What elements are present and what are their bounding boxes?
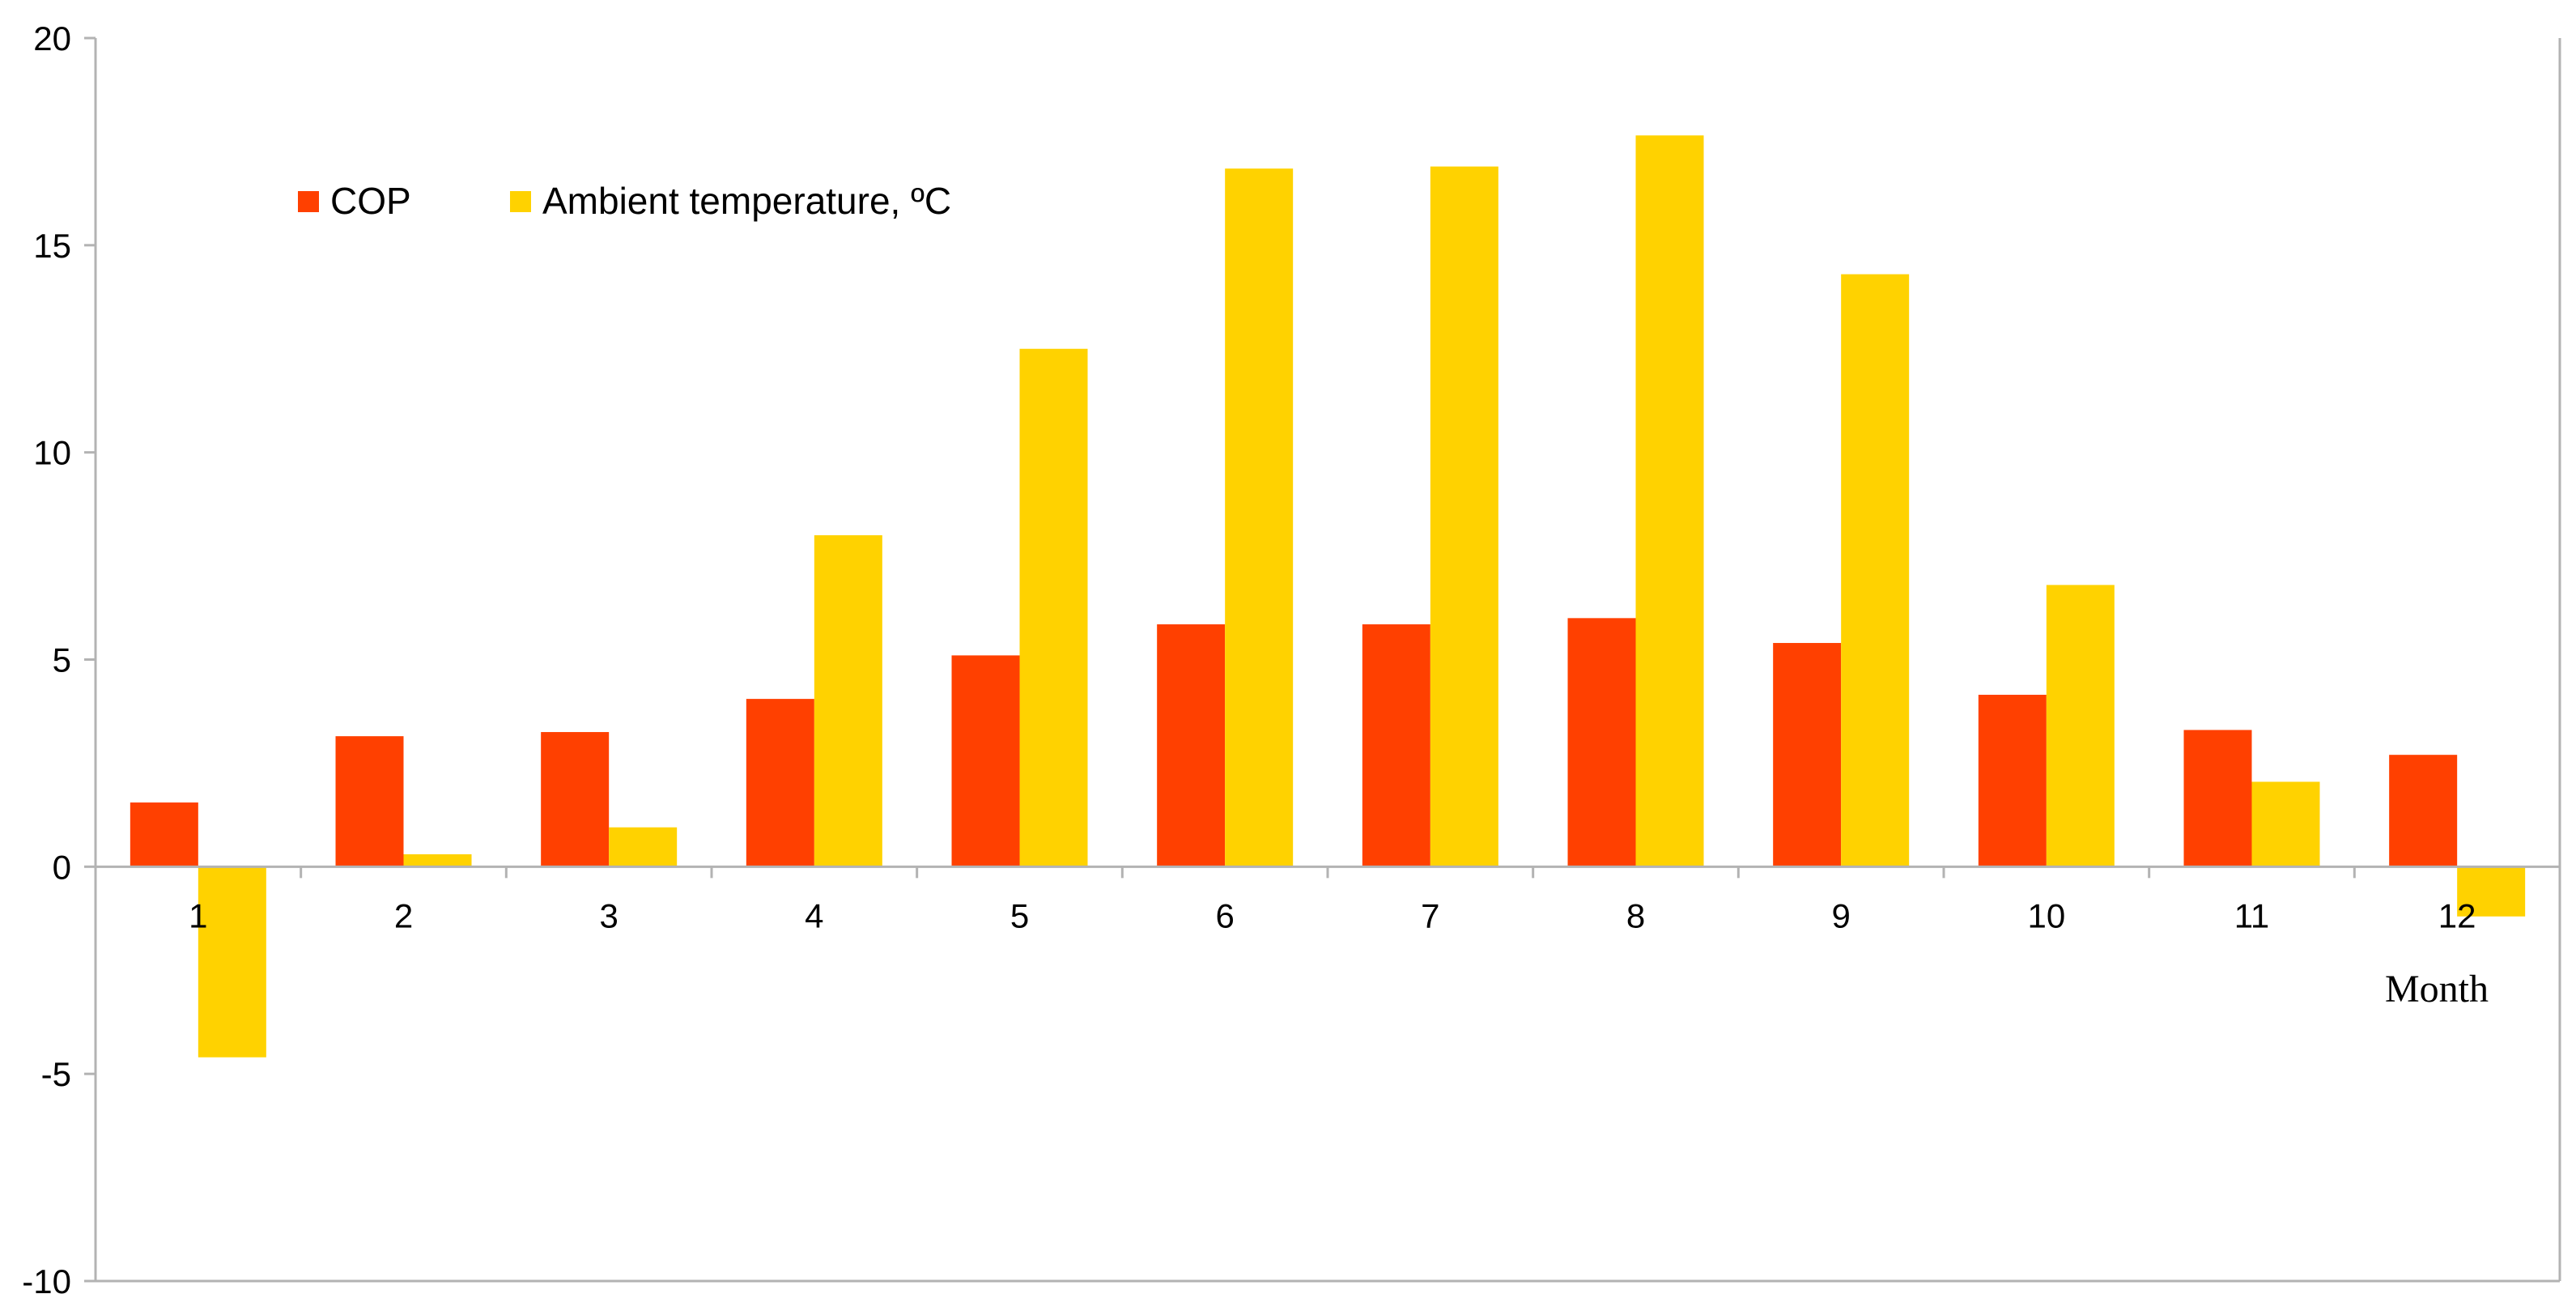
bar-cop-11 (2183, 730, 2252, 867)
y-tick-label: 0 (53, 848, 71, 886)
bar-cop-2 (335, 736, 404, 867)
x-tick-label: 7 (1421, 896, 1439, 934)
bar-cop-6 (1157, 624, 1226, 867)
legend-swatch (298, 191, 319, 212)
bar-ambient-temperature-8 (1635, 135, 1704, 867)
bar-ambient-temperature-10 (2046, 585, 2115, 867)
bar-cop-5 (951, 655, 1020, 867)
y-tick-label: -10 (22, 1262, 71, 1300)
x-axis-title: Month (2385, 968, 2489, 1011)
x-tick-label: 9 (1831, 896, 1850, 934)
x-tick-label: 3 (599, 896, 618, 934)
bar-ambient-temperature-2 (403, 853, 472, 867)
bar-cop-3 (541, 732, 610, 867)
y-tick-label: 15 (33, 227, 71, 265)
x-tick-label: 8 (1626, 896, 1645, 934)
x-tick-label: 12 (2438, 896, 2476, 934)
legend-label: Ambient temperature, ºC (542, 180, 951, 222)
legend-label: COP (330, 180, 411, 222)
y-axis: 20 15 10 5 0 -5 -10 (22, 19, 96, 1300)
bar-ambient-temperature-12 (2457, 866, 2526, 917)
x-tick-label: 11 (2234, 896, 2270, 934)
bar-ambient-temperature-1 (198, 866, 266, 1058)
bars (130, 135, 2526, 1058)
y-tick-label: 10 (33, 434, 71, 472)
bar-ambient-temperature-7 (1430, 166, 1498, 867)
bar-cop-8 (1567, 618, 1636, 867)
bar-cop-12 (2389, 755, 2458, 867)
bar-ambient-temperature-6 (1225, 168, 1294, 867)
x-tick-label: 10 (2027, 896, 2065, 934)
bar-ambient-temperature-3 (609, 827, 678, 867)
bar-ambient-temperature-9 (1841, 274, 1910, 867)
y-tick-label: 5 (53, 641, 71, 679)
y-tick-label: -5 (41, 1055, 71, 1093)
y-tick-label: 20 (33, 19, 71, 57)
plot-frame (94, 38, 2561, 1283)
x-tick-label: 2 (394, 896, 413, 934)
x-axis: 1 2 3 4 5 6 7 8 9 10 11 12 (94, 865, 2561, 934)
legend-swatch (510, 191, 531, 212)
x-tick-label: 4 (805, 896, 823, 934)
bar-cop-7 (1362, 624, 1430, 867)
bar-cop-9 (1773, 643, 1842, 867)
bar-cop-4 (746, 699, 814, 867)
bar-cop-1 (130, 802, 198, 867)
bar-ambient-temperature-5 (1019, 348, 1088, 867)
x-tick-label: 1 (189, 896, 207, 934)
bar-ambient-temperature-11 (2251, 781, 2320, 867)
x-tick-label: 5 (1010, 896, 1029, 934)
bar-cop-10 (1978, 694, 2047, 867)
legend: COP Ambient temperature, ºC (298, 180, 951, 222)
bar-ambient-temperature-4 (814, 535, 882, 867)
x-tick-label: 6 (1215, 896, 1234, 934)
